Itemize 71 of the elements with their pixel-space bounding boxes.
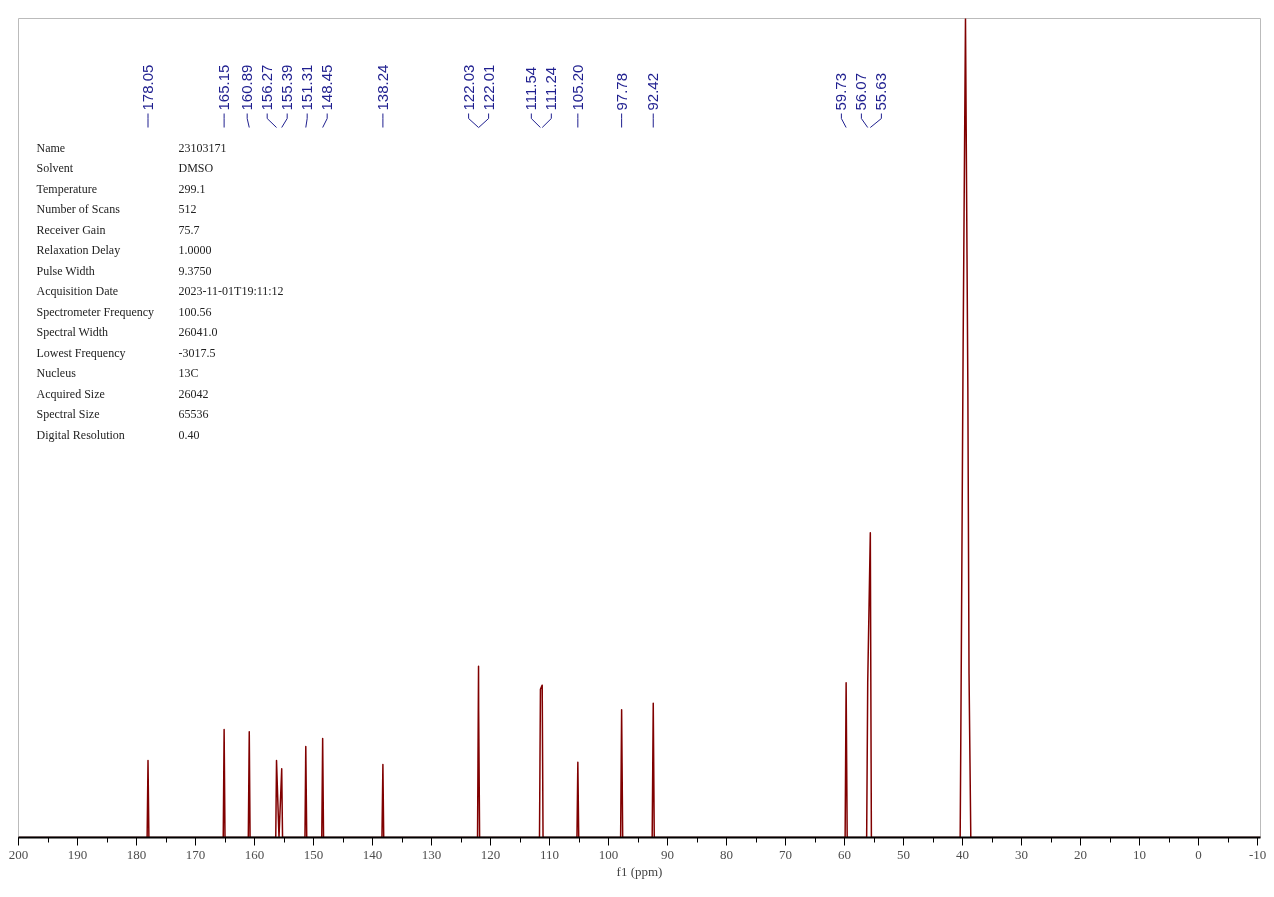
x-axis-title: f1 (ppm) [616, 863, 663, 879]
x-tick-label: 80 [720, 846, 734, 862]
annotation: 111.54 [522, 66, 540, 111]
x-tick-label: 170 [185, 846, 206, 862]
x-tick-label: 150 [303, 846, 324, 862]
annotation: 165.15 [215, 64, 233, 111]
annotation: Pulse Width [36, 263, 95, 278]
annotation: Nucleus [36, 366, 77, 380]
x-tick-label: 200 [8, 846, 29, 862]
annotation: 512 [178, 202, 197, 216]
x-tick-label: 190 [67, 846, 88, 862]
annotation: 156.27 [258, 64, 276, 111]
annotation: 97.78 [612, 72, 630, 111]
annotation: 122.01 [479, 64, 497, 111]
annotation: Relaxation Delay [36, 243, 121, 257]
annotation: 2023-11-01T19:11:12 [178, 284, 284, 298]
annotation: 65536 [178, 407, 209, 421]
annotation: Name [36, 140, 66, 155]
annotation: 0.40 [178, 427, 200, 442]
annotation: Acquired Size [36, 386, 105, 401]
x-tick-label: 30 [1015, 846, 1029, 862]
annotation: 75.7 [178, 222, 200, 237]
x-tick-label: 130 [421, 846, 442, 862]
annotation: 160.89 [238, 64, 256, 111]
annotation: 92.42 [644, 72, 662, 111]
x-tick-label: 160 [244, 846, 265, 862]
x-tick-label: 100 [598, 846, 619, 862]
x-tick-label: 90 [661, 846, 675, 862]
annotation: 55.63 [872, 72, 890, 111]
annotation: 26041.0 [178, 325, 218, 339]
x-tick-label: 40 [956, 846, 970, 862]
x-tick-label: 20 [1074, 846, 1088, 862]
x-tick-label: 110 [540, 846, 560, 862]
annotation: DMSO [178, 161, 214, 175]
annotation: Solvent [36, 161, 74, 175]
x-tick-label: 140 [362, 846, 383, 862]
annotation: 23103171 [178, 140, 227, 155]
x-tick-label: 120 [480, 846, 501, 862]
x-tick-label: 60 [838, 846, 852, 862]
annotation: Number of Scans [36, 202, 121, 216]
annotation: 122.03 [459, 64, 477, 111]
annotation: 59.73 [832, 72, 850, 111]
annotation: 56.07 [852, 72, 870, 111]
x-tick-label: 180 [126, 846, 147, 862]
annotation: 26042 [178, 386, 209, 401]
annotation: 100.56 [178, 304, 212, 319]
annotation: Temperature [36, 181, 97, 196]
x-tick-label: 10 [1133, 846, 1147, 862]
annotation: 155.39 [278, 64, 296, 111]
annotation: 111.24 [542, 66, 560, 111]
annotation: Digital Resolution [36, 427, 125, 442]
annotation: 299.1 [178, 181, 206, 196]
annotation: 1.0000 [178, 243, 212, 257]
annotation: -3017.5 [178, 345, 216, 360]
annotation: 151.31 [298, 64, 316, 111]
annotation: Spectrometer Frequency [36, 304, 155, 319]
annotation: 138.24 [373, 64, 391, 111]
annotation: 9.3750 [178, 263, 212, 278]
annotation: 148.45 [318, 64, 336, 111]
x-tick-label: -10 [1248, 846, 1267, 862]
x-tick-label: 50 [897, 846, 911, 862]
annotation: 178.05 [139, 64, 157, 111]
annotation: 105.20 [568, 64, 586, 111]
x-tick-label: 0 [1195, 846, 1202, 862]
annotation: 13C [178, 366, 199, 380]
annotation: Lowest Frequency [36, 345, 126, 360]
annotation: Spectral Width [36, 325, 109, 339]
annotation: Spectral Size [36, 407, 100, 421]
x-tick-label: 70 [779, 846, 793, 862]
annotation: Acquisition Date [36, 284, 119, 298]
annotation: Receiver Gain [36, 222, 106, 237]
